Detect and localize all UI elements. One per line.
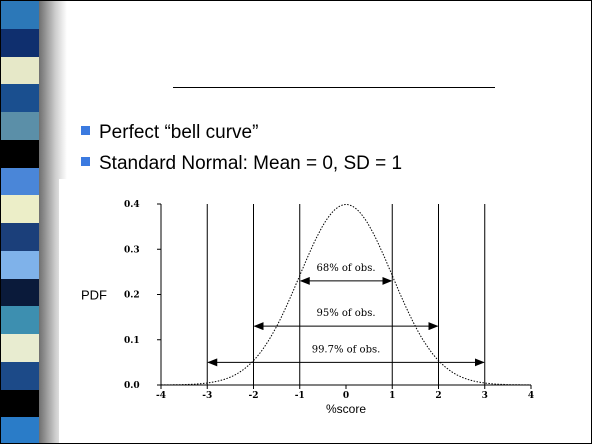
stripe-band: [1, 112, 39, 141]
y-tick-label: 0.2: [124, 291, 140, 301]
x-tick-label: -1: [295, 391, 305, 401]
x-axis-label: %score: [326, 402, 366, 416]
stripe-band: [1, 84, 39, 113]
interval-label-bg: [313, 305, 379, 320]
stripe-band: [1, 28, 39, 58]
chart-svg: 68% of obs. 95% of obs. 99.7% of obs. 0.0 0…: [81, 200, 534, 416]
y-tick-label: 0.4: [124, 200, 140, 210]
bullet-text: Perfect “bell curve”: [99, 122, 259, 143]
stripe-band: [1, 334, 39, 363]
stripe-band: [1, 389, 39, 419]
stripe-band: [1, 250, 39, 280]
x-tick-label: 0: [343, 391, 349, 401]
bullet-text: Standard Normal: Mean = 0, SD = 1: [99, 153, 403, 174]
bullet-item: Standard Normal: Mean = 0, SD = 1: [81, 153, 402, 175]
stripe-band: [1, 195, 39, 224]
stripe-band: [1, 278, 39, 308]
x-tick-label: 3: [482, 391, 488, 401]
stripe-band: [1, 167, 39, 197]
stripe-band: [1, 417, 39, 443]
stripe-band: [1, 139, 39, 169]
interval-label: 99.7% of obs.: [312, 344, 381, 355]
stripe-band: [1, 361, 39, 391]
y-tick-label: 0.3: [124, 245, 140, 255]
stripe-band: [1, 223, 39, 252]
interval-label: 68% of obs.: [316, 263, 375, 274]
interval-label-bg: [307, 341, 385, 356]
y-tick-label: 0.1: [124, 336, 140, 346]
stripe-band: [1, 56, 39, 86]
x-tick-label: 2: [435, 391, 441, 401]
normal-distribution-chart: 68% of obs. 95% of obs. 99.7% of obs. 0.0 0…: [59, 179, 591, 443]
bell-curve: [161, 203, 531, 386]
stripe-band: [1, 306, 39, 335]
bullet-square-icon: [81, 157, 90, 166]
x-tick-label: 1: [389, 391, 395, 401]
stripe-band: [1, 1, 39, 30]
bullet-item: Perfect “bell curve”: [81, 122, 258, 144]
x-tick-label: 4: [528, 391, 534, 401]
interval-label: 95% of obs.: [316, 308, 375, 319]
title-underline: [173, 87, 495, 88]
y-tick-label: 0.0: [124, 381, 140, 391]
decorative-stripe: [1, 1, 39, 443]
x-tick-label: -2: [249, 391, 259, 401]
interval-label-bg: [313, 259, 379, 274]
x-tick-label: -3: [202, 391, 212, 401]
x-tick-label: -4: [156, 391, 166, 401]
y-axis-label: PDF: [81, 288, 107, 303]
bullet-square-icon: [81, 126, 90, 135]
